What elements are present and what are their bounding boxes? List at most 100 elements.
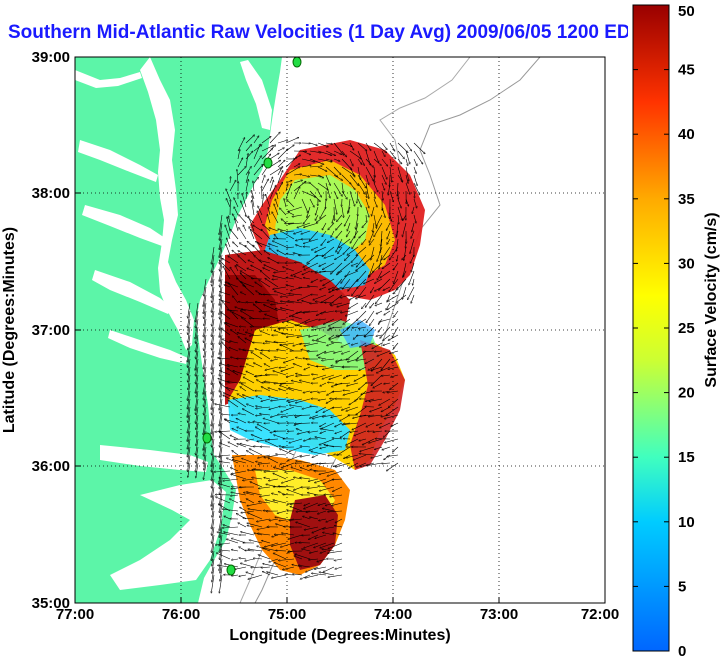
velocity-arrow: [294, 276, 303, 280]
velocity-arrow: [226, 244, 231, 256]
velocity-arrow: [251, 278, 263, 279]
velocity-arrow: [365, 174, 369, 185]
velocity-arrow: [221, 312, 231, 320]
velocity-arrow: [381, 182, 385, 190]
velocity-arrow: [196, 438, 199, 455]
velocity-arrow: [389, 278, 399, 292]
velocity-arrow: [316, 255, 327, 256]
velocity-arrow: [212, 470, 215, 488]
velocity-arrow: [220, 502, 223, 518]
velocity-arrow: [357, 270, 367, 281]
velocity-arrow: [397, 142, 408, 153]
velocity-arrow: [331, 414, 343, 417]
velocity-arrow: [243, 409, 255, 416]
velocity-arrow: [317, 334, 327, 340]
velocity-arrow: [188, 366, 191, 382]
velocity-arrow: [362, 302, 367, 309]
velocity-arrow: [245, 151, 253, 160]
velocity-arrow: [220, 478, 223, 495]
velocity-arrow: [337, 302, 351, 307]
velocity-arrow: [233, 371, 247, 376]
velocity-arrow: [413, 142, 425, 154]
velocity-arrow: [267, 300, 279, 304]
velocity-arrow: [346, 406, 359, 411]
velocity-arrow: [221, 414, 231, 415]
velocity-arrow: [302, 301, 311, 304]
velocity-arrow: [328, 222, 335, 230]
velocity-arrow: [264, 454, 279, 458]
velocity-arrow: [325, 198, 326, 209]
velocity-arrow: [381, 142, 387, 150]
velocity-arrow: [412, 206, 415, 214]
velocity-arrow: [270, 414, 279, 417]
velocity-arrow: [356, 406, 367, 415]
velocity-arrow: [412, 222, 415, 232]
velocity-arrow: [336, 286, 351, 290]
velocity-arrow: [334, 350, 343, 353]
y-tick-label: 37:00: [32, 322, 70, 339]
velocity-arrow: [367, 462, 383, 466]
velocity-arrow: [219, 470, 223, 489]
velocity-arrow: [212, 286, 215, 302]
velocity-arrow: [348, 302, 359, 309]
velocity-arrow: [322, 358, 335, 361]
velocity-arrow: [260, 353, 271, 360]
river-3: [92, 270, 172, 314]
velocity-arrow: [281, 462, 295, 468]
velocity-arrow: [226, 199, 231, 208]
velocity-arrow: [319, 470, 335, 474]
velocity-arrow: [288, 212, 295, 216]
velocity-arrow: [232, 250, 239, 256]
velocity-arrow: [214, 471, 231, 472]
velocity-arrow: [219, 278, 223, 296]
velocity-arrow: [188, 358, 191, 375]
velocity-arrow: [196, 406, 199, 423]
velocity-arrow: [251, 352, 263, 360]
velocity-arrow: [212, 334, 215, 350]
velocity-arrow: [373, 166, 375, 177]
velocity-arrow: [252, 478, 263, 480]
velocity-arrow: [219, 334, 223, 354]
velocity-arrow: [316, 206, 319, 215]
velocity-arrow: [333, 182, 342, 196]
velocity-arrow: [373, 222, 375, 232]
velocity-arrow: [204, 310, 207, 326]
velocity-arrow: [365, 294, 375, 307]
velocity-arrow: [269, 177, 273, 184]
velocity-arrow: [292, 316, 303, 320]
velocity-arrow: [300, 478, 311, 480]
velocity-arrow: [349, 142, 354, 150]
velocity-arrow: [303, 262, 311, 267]
velocity-arrow: [277, 250, 287, 256]
velocity-arrow: [328, 382, 335, 383]
velocity-arrow: [320, 446, 327, 448]
velocity-arrow: [212, 310, 215, 326]
velocity-arrow: [263, 294, 279, 295]
velocity-arrow: [267, 214, 271, 224]
velocity-arrow: [369, 230, 375, 242]
velocity-arrow: [195, 454, 199, 472]
velocity-arrow: [289, 438, 303, 443]
velocity-arrow: [373, 262, 383, 272]
velocity-arrow: [357, 174, 366, 188]
velocity-arrow: [271, 327, 279, 328]
velocity-arrow: [349, 166, 355, 177]
velocity-arrow: [313, 374, 327, 379]
velocity-arrow: [307, 206, 311, 218]
velocity-arrow: [245, 154, 248, 168]
velocity-arrow: [220, 371, 231, 376]
velocity-arrow: [390, 350, 399, 353]
velocity-arrow: [310, 406, 319, 407]
velocity-arrow: [309, 150, 321, 153]
velocity-arrow: [350, 430, 359, 432]
velocity-arrow: [369, 398, 383, 401]
velocity-arrow: [354, 430, 367, 436]
velocity-arrow: [275, 199, 279, 208]
velocity-arrow: [237, 444, 247, 448]
velocity-arrow: [204, 342, 207, 357]
velocity-arrow: [393, 262, 399, 270]
velocity-arrow: [405, 198, 409, 206]
velocity-arrow: [397, 206, 402, 220]
velocity-arrow: [336, 358, 351, 361]
velocity-arrow: [386, 222, 391, 230]
